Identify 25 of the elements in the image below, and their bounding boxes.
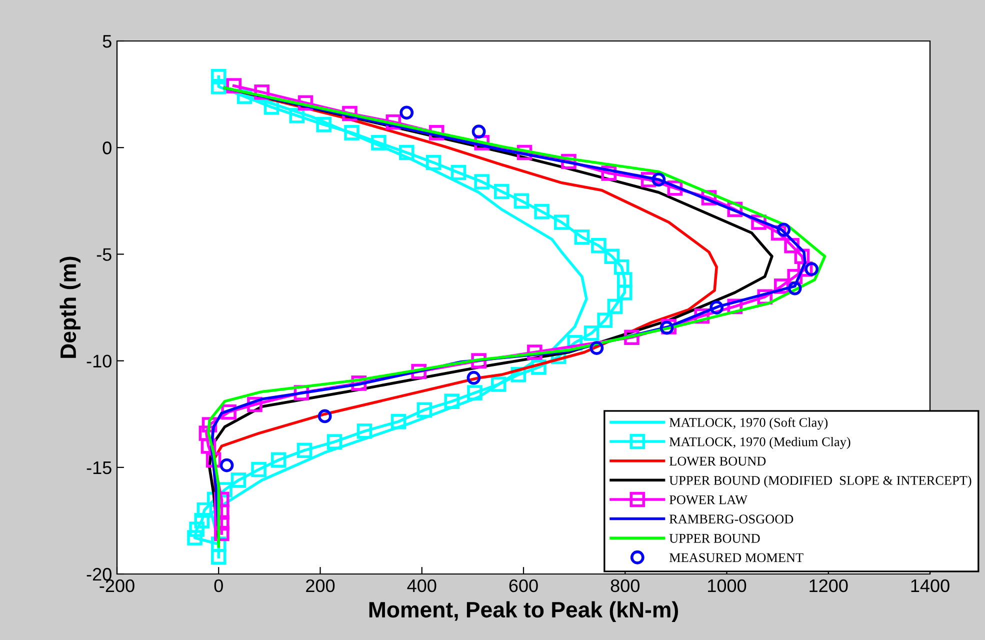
legend-label: MEASURED MOMENT — [669, 553, 804, 562]
y-tick-label: -20 — [86, 568, 112, 581]
legend-label: RAMBERG-OSGOOD — [669, 514, 794, 524]
y-tick-label: 0 — [102, 142, 112, 154]
x-tick-label: 0 — [214, 579, 223, 592]
y-tick-label: 5 — [102, 35, 112, 48]
y-tick-label: -5 — [96, 248, 112, 261]
x-tick-label: -200 — [100, 579, 134, 592]
x-tick-label: 600 — [509, 579, 538, 592]
y-tick-label: -15 — [86, 462, 112, 474]
legend-label: UPPER BOUND (MODIFIED SLOPE & INTERCEPT) — [669, 476, 972, 488]
legend-label: POWER LAW — [669, 495, 748, 504]
legend-label: LOWER BOUND — [669, 456, 766, 466]
legend-label: MATLOCK, 1970 (Soft Clay) — [669, 418, 828, 430]
x-tick-label: 400 — [407, 579, 436, 592]
y-axis-title: Depth (m) — [60, 256, 80, 358]
x-axis-title: Moment, Peak to Peak (kN-m) — [369, 601, 678, 622]
legend-label: MATLOCK, 1970 (Medium Clay) — [669, 436, 850, 449]
x-tick-label: 1200 — [810, 579, 848, 592]
x-tick-label: 1400 — [911, 579, 950, 592]
legend-label: UPPER BOUND — [669, 534, 760, 543]
x-tick-label: 200 — [306, 579, 335, 592]
y-tick-label: -10 — [86, 354, 112, 368]
x-tick-label: 800 — [610, 579, 640, 592]
x-tick-label: 1000 — [708, 579, 746, 592]
